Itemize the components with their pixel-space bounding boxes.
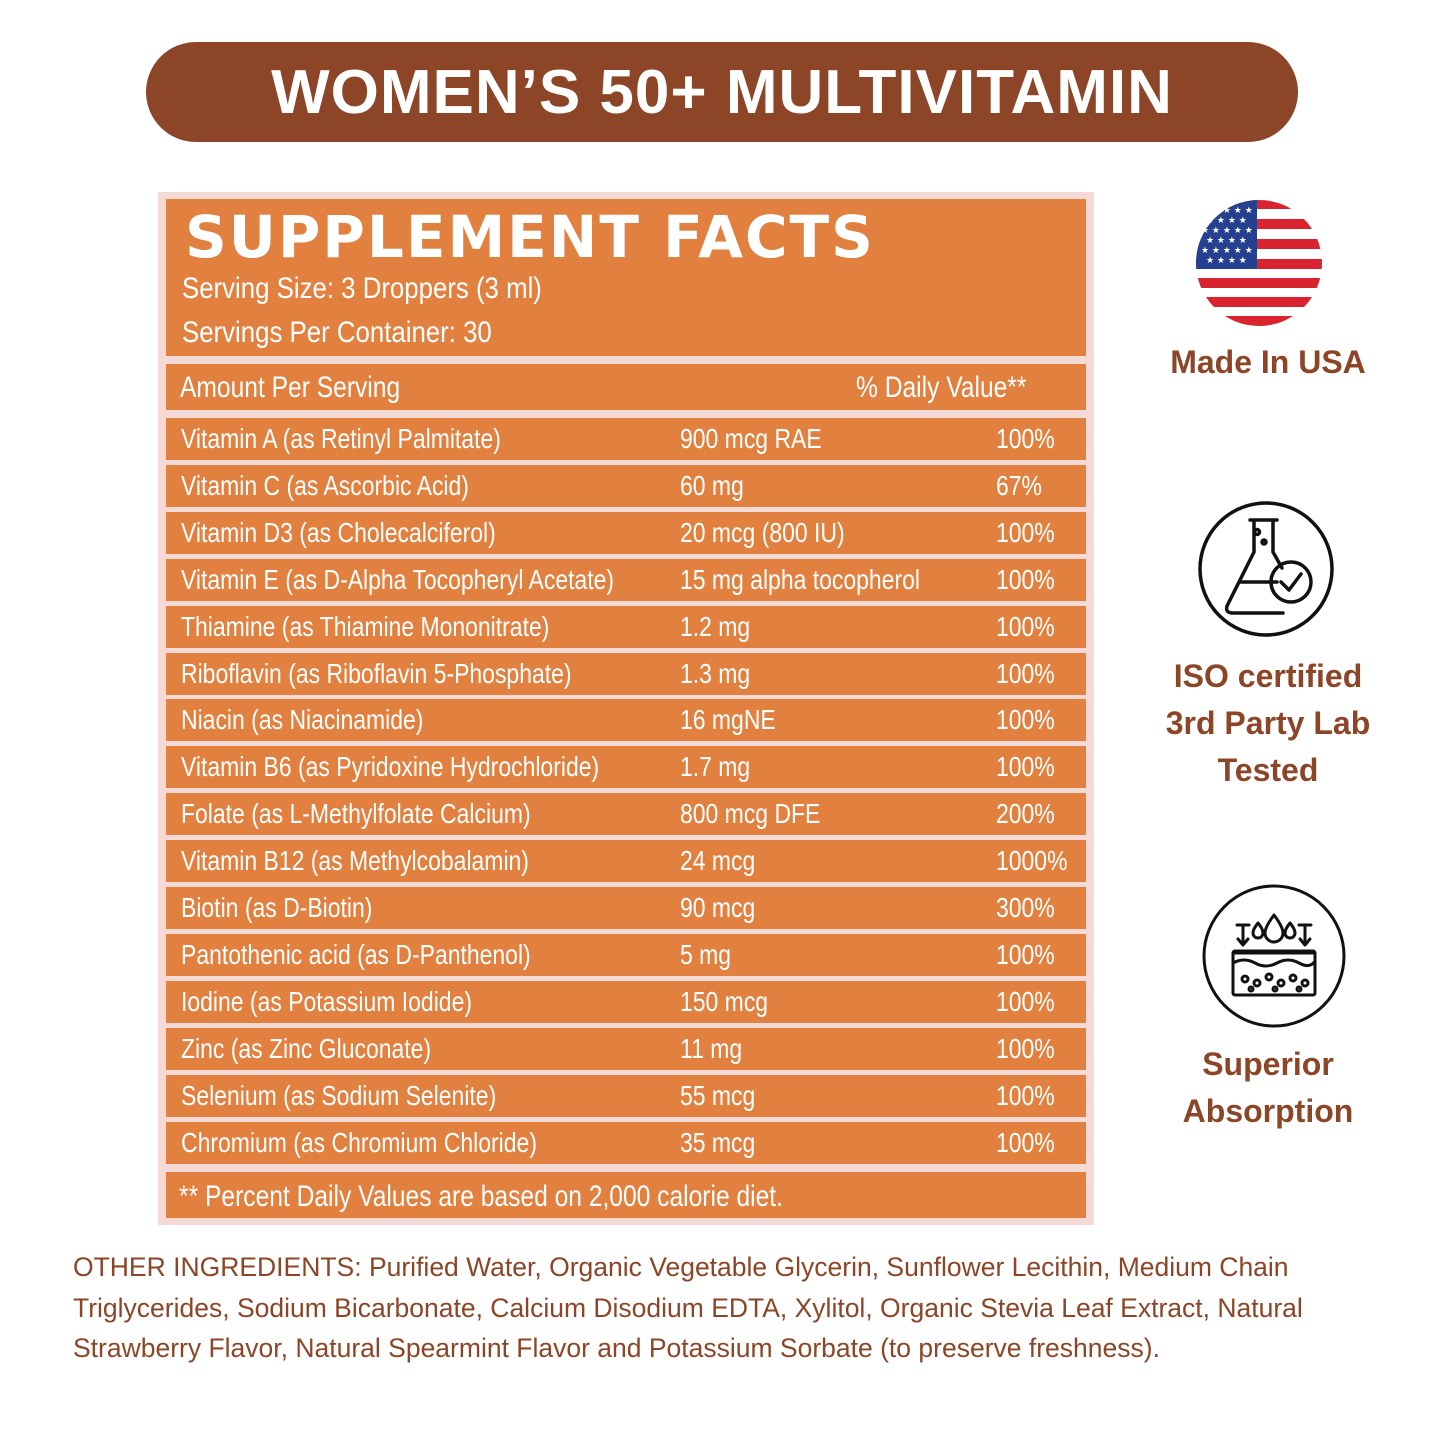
svg-text:★ ★ ★ ★: ★ ★ ★ ★ bbox=[1206, 256, 1247, 266]
nutrient-name: Zinc (as Zinc Gluconate) bbox=[181, 1033, 432, 1064]
nutrient-amount: 1.7 mg bbox=[680, 751, 751, 782]
page-title: WOMEN’S 50+ MULTIVITAMIN bbox=[271, 57, 1173, 127]
svg-text:★ ★ ★ ★ ★: ★ ★ ★ ★ ★ bbox=[1201, 226, 1253, 236]
facts-row: Folate (as L-Methylfolate Calcium) 800 mc… bbox=[166, 793, 1086, 835]
facts-row: Zinc (as Zinc Gluconate) 11 mg 100% bbox=[166, 1028, 1086, 1070]
facts-row: Vitamin C (as Ascorbic Acid) 60 mg 67% bbox=[166, 465, 1086, 507]
nutrient-name: Vitamin D3 (as Cholecalciferol) bbox=[181, 517, 496, 548]
us-flag-icon: ★ ★ ★ ★ ★ ★ ★ ★ ★ ★ ★ ★ ★ ★ ★ ★ ★ ★ ★ ★ … bbox=[1195, 199, 1323, 327]
lab-line-2: 3rd Party Lab bbox=[1165, 705, 1371, 741]
nutrient-name: Niacin (as Niacinamide) bbox=[181, 704, 424, 735]
nutrient-amount: 55 mcg bbox=[680, 1080, 756, 1111]
nutrient-name: Biotin (as D-Biotin) bbox=[181, 892, 373, 923]
facts-row: Vitamin A (as Retinyl Palmitate) 900 mcg … bbox=[166, 418, 1086, 460]
svg-text:★ ★ ★ ★: ★ ★ ★ ★ bbox=[1206, 236, 1247, 246]
nutrient-daily-value: 100% bbox=[996, 611, 1055, 642]
nutrient-amount: 60 mg bbox=[680, 470, 744, 501]
nutrient-amount: 1.2 mg bbox=[680, 611, 751, 642]
other-ingredients: OTHER INGREDIENTS: Purified Water, Organ… bbox=[73, 1252, 1303, 1363]
facts-row: Iodine (as Potassium Iodide) 150 mcg 100% bbox=[166, 981, 1086, 1023]
nutrient-daily-value: 100% bbox=[996, 423, 1055, 454]
nutrient-amount: 20 mcg (800 IU) bbox=[680, 517, 845, 548]
flask-check-icon bbox=[1197, 500, 1335, 638]
facts-row: Thiamine (as Thiamine Mononitrate) 1.2 mg… bbox=[166, 606, 1086, 648]
facts-row: Vitamin B6 (as Pyridoxine Hydrochloride)… bbox=[166, 746, 1086, 788]
nutrient-daily-value: 100% bbox=[996, 658, 1055, 689]
lab-line-3: Tested bbox=[1217, 752, 1319, 788]
facts-row: Vitamin E (as D-Alpha Tocopheryl Acetate… bbox=[166, 559, 1086, 601]
facts-row: Vitamin D3 (as Cholecalciferol) 20 mcg (8… bbox=[166, 512, 1086, 554]
facts-row: Selenium (as Sodium Selenite) 55 mcg 100% bbox=[166, 1075, 1086, 1117]
nutrient-amount: 16 mgNE bbox=[680, 704, 776, 735]
nutrient-daily-value: 1000% bbox=[996, 845, 1068, 876]
nutrient-name: Chromium (as Chromium Chloride) bbox=[181, 1127, 537, 1158]
nutrient-daily-value: 100% bbox=[996, 564, 1055, 595]
lab-tested-label: ISO certified 3rd Party Lab Tested bbox=[1118, 653, 1418, 794]
nutrient-amount: 90 mcg bbox=[680, 892, 756, 923]
nutrient-daily-value: 100% bbox=[996, 704, 1055, 735]
nutrient-name: Selenium (as Sodium Selenite) bbox=[181, 1080, 497, 1111]
amount-per-serving-label: Amount Per Serving bbox=[180, 371, 401, 404]
nutrient-amount: 800 mcg DFE bbox=[680, 798, 821, 829]
nutrient-amount: 15 mg alpha tocopherol bbox=[680, 564, 920, 595]
nutrient-daily-value: 100% bbox=[996, 517, 1055, 548]
nutrient-amount: 150 mcg bbox=[680, 986, 769, 1017]
serving-size: Serving Size: 3 Droppers (3 ml) bbox=[182, 272, 542, 305]
nutrient-amount: 1.3 mg bbox=[680, 658, 751, 689]
absorption-line-2: Absorption bbox=[1182, 1093, 1354, 1129]
facts-footnote-row: ** Percent Daily Values are based on 2,0… bbox=[166, 1172, 1086, 1218]
nutrient-daily-value: 67% bbox=[996, 470, 1042, 501]
facts-row: Pantothenic acid (as D-Panthenol) 5 mg 100… bbox=[166, 934, 1086, 976]
skin-absorption-icon bbox=[1201, 883, 1347, 1029]
facts-row: Vitamin B12 (as Methylcobalamin) 24 mcg 10… bbox=[166, 840, 1086, 882]
nutrient-daily-value: 100% bbox=[996, 986, 1055, 1017]
facts-footnote: ** Percent Daily Values are based on 2,0… bbox=[179, 1180, 783, 1213]
title-banner: WOMEN’S 50+ MULTIVITAMIN bbox=[146, 42, 1298, 142]
lab-line-1: ISO certified bbox=[1173, 658, 1363, 694]
nutrient-name: Vitamin B12 (as Methylcobalamin) bbox=[181, 845, 529, 876]
svg-text:★ ★ ★ ★: ★ ★ ★ ★ bbox=[1206, 216, 1247, 226]
nutrient-amount: 5 mg bbox=[680, 939, 732, 970]
svg-text:★ ★ ★ ★ ★: ★ ★ ★ ★ ★ bbox=[1201, 246, 1253, 256]
nutrient-name: Vitamin E (as D-Alpha Tocopheryl Acetate… bbox=[181, 564, 615, 595]
facts-row: Chromium (as Chromium Chloride) 35 mcg 100… bbox=[166, 1122, 1086, 1164]
nutrient-amount: 24 mcg bbox=[680, 845, 756, 876]
nutrient-name: Vitamin C (as Ascorbic Acid) bbox=[181, 470, 469, 501]
facts-column-header: Amount Per Serving % Daily Value** bbox=[166, 364, 1086, 410]
facts-header-block bbox=[166, 199, 1086, 356]
facts-row: Biotin (as D-Biotin) 90 mcg 300% bbox=[166, 887, 1086, 929]
made-in-usa-label: Made In USA bbox=[1170, 344, 1366, 380]
nutrient-name: Vitamin A (as Retinyl Palmitate) bbox=[181, 423, 501, 454]
nutrient-daily-value: 200% bbox=[996, 798, 1055, 829]
facts-row: Riboflavin (as Riboflavin 5-Phosphate) 1.… bbox=[166, 653, 1086, 695]
daily-value-label: % Daily Value** bbox=[856, 371, 1027, 404]
facts-title: SUPPLEMENT FACTS bbox=[185, 203, 875, 271]
nutrient-daily-value: 100% bbox=[996, 751, 1055, 782]
nutrient-daily-value: 100% bbox=[996, 1080, 1055, 1111]
nutrient-daily-value: 100% bbox=[996, 939, 1055, 970]
absorption-line-1: Superior bbox=[1202, 1046, 1334, 1082]
nutrient-amount: 11 mg bbox=[680, 1033, 743, 1064]
nutrient-name: Thiamine (as Thiamine Mononitrate) bbox=[181, 611, 550, 642]
nutrient-amount: 35 mcg bbox=[680, 1127, 756, 1158]
nutrient-daily-value: 100% bbox=[996, 1033, 1055, 1064]
nutrient-name: Riboflavin (as Riboflavin 5-Phosphate) bbox=[181, 658, 572, 689]
absorption-label: Superior Absorption bbox=[1118, 1041, 1418, 1135]
facts-row: Niacin (as Niacinamide) 16 mgNE 100% bbox=[166, 699, 1086, 741]
nutrient-name: Iodine (as Potassium Iodide) bbox=[181, 986, 472, 1017]
nutrient-daily-value: 100% bbox=[996, 1127, 1055, 1158]
svg-text:★ ★ ★ ★ ★: ★ ★ ★ ★ ★ bbox=[1201, 206, 1253, 216]
nutrient-amount: 900 mcg RAE bbox=[680, 423, 822, 454]
nutrient-daily-value: 300% bbox=[996, 892, 1055, 923]
servings-per-container: Servings Per Container: 30 bbox=[182, 316, 492, 349]
nutrient-name: Folate (as L-Methylfolate Calcium) bbox=[181, 798, 531, 829]
nutrient-name: Pantothenic acid (as D-Panthenol) bbox=[181, 939, 531, 970]
nutrient-name: Vitamin B6 (as Pyridoxine Hydrochloride) bbox=[181, 751, 600, 782]
